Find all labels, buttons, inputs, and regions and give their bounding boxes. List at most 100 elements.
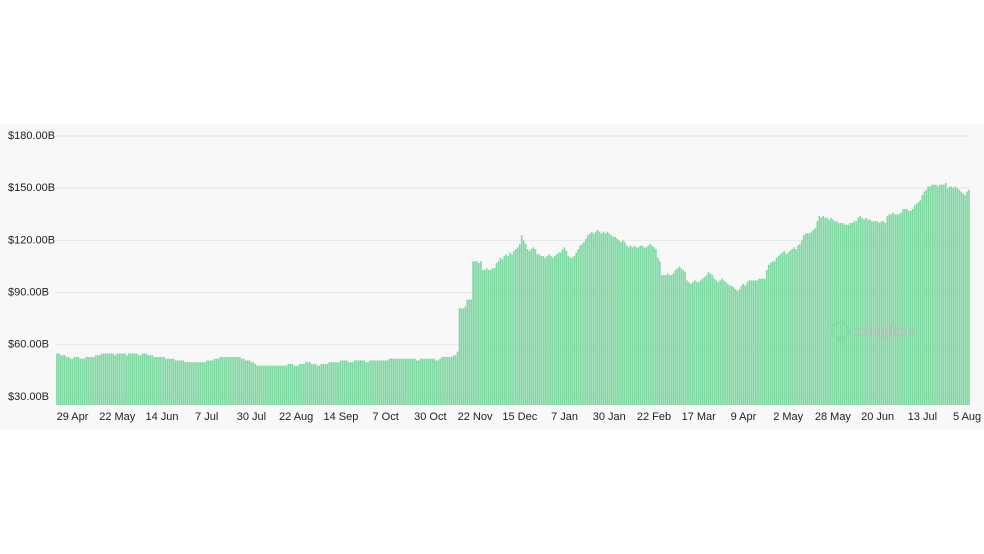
bar bbox=[814, 228, 817, 405]
bar bbox=[246, 360, 249, 405]
bar bbox=[767, 264, 770, 405]
bar bbox=[167, 358, 169, 405]
bar bbox=[390, 358, 393, 405]
bar bbox=[937, 186, 939, 405]
bar bbox=[240, 358, 243, 405]
bar bbox=[744, 285, 747, 405]
bar bbox=[909, 210, 912, 405]
bar bbox=[233, 356, 235, 405]
bar bbox=[923, 191, 926, 405]
bar bbox=[507, 256, 509, 405]
bar bbox=[931, 184, 933, 405]
bar bbox=[785, 254, 788, 405]
bar bbox=[229, 356, 231, 405]
bar bbox=[371, 360, 373, 405]
bar bbox=[624, 242, 626, 405]
bar bbox=[456, 351, 459, 405]
bar bbox=[474, 261, 476, 405]
bar bbox=[655, 249, 657, 405]
bar bbox=[890, 214, 893, 405]
bar bbox=[542, 256, 544, 405]
bar bbox=[746, 282, 749, 405]
x-tick-label: 28 May bbox=[815, 411, 852, 423]
bar bbox=[625, 245, 628, 405]
bar bbox=[202, 362, 204, 405]
bar bbox=[367, 362, 369, 405]
bar bbox=[680, 268, 683, 405]
bar bbox=[660, 275, 663, 405]
bar bbox=[139, 355, 142, 405]
x-tick-label: 22 Nov bbox=[458, 411, 493, 423]
bar bbox=[279, 365, 282, 405]
bar bbox=[108, 353, 111, 405]
bar bbox=[466, 299, 469, 405]
bar bbox=[100, 353, 103, 405]
bar bbox=[902, 209, 904, 405]
bar bbox=[606, 231, 609, 405]
bar bbox=[209, 360, 212, 405]
bar bbox=[351, 362, 354, 405]
bar bbox=[159, 356, 161, 405]
bar bbox=[793, 247, 795, 405]
bar bbox=[692, 282, 694, 405]
bar bbox=[695, 282, 698, 405]
bar bbox=[281, 365, 284, 405]
bar bbox=[635, 247, 638, 405]
bar bbox=[190, 362, 192, 405]
bar bbox=[834, 221, 836, 405]
bar bbox=[524, 243, 527, 405]
bar bbox=[594, 231, 597, 405]
bar bbox=[258, 365, 261, 405]
bar bbox=[433, 358, 436, 405]
bar bbox=[569, 257, 572, 405]
bar bbox=[215, 358, 218, 405]
bar bbox=[491, 268, 494, 405]
bar bbox=[291, 363, 294, 405]
bar bbox=[297, 365, 299, 405]
bar bbox=[431, 358, 434, 405]
bar bbox=[235, 356, 237, 405]
bar bbox=[800, 240, 803, 405]
bar bbox=[464, 306, 467, 405]
bar bbox=[87, 356, 89, 405]
bar bbox=[472, 261, 474, 405]
bar bbox=[316, 365, 319, 405]
watermark: coinglass bbox=[853, 323, 916, 340]
bar bbox=[764, 278, 766, 405]
bar bbox=[546, 256, 548, 405]
bar bbox=[130, 353, 132, 405]
bar bbox=[826, 217, 828, 405]
bar bbox=[174, 360, 177, 405]
bar bbox=[627, 247, 630, 405]
bar bbox=[184, 362, 187, 405]
bar bbox=[777, 256, 780, 405]
bar bbox=[380, 360, 383, 405]
bar bbox=[460, 308, 463, 405]
bar bbox=[419, 358, 422, 405]
bar bbox=[750, 280, 753, 405]
bar bbox=[133, 353, 136, 405]
bar bbox=[688, 282, 690, 405]
x-tick-label: 30 Jul bbox=[237, 411, 266, 423]
bar bbox=[493, 268, 496, 405]
bar bbox=[732, 287, 735, 405]
bar bbox=[445, 356, 447, 405]
bar bbox=[929, 186, 931, 405]
bar bbox=[799, 243, 801, 405]
bar bbox=[338, 362, 340, 405]
bar bbox=[513, 250, 515, 405]
bar bbox=[590, 231, 593, 405]
bar bbox=[392, 358, 395, 405]
bar bbox=[555, 254, 558, 405]
y-tick-label: $120.00B bbox=[8, 234, 55, 246]
bar bbox=[520, 235, 523, 405]
bar bbox=[822, 216, 824, 405]
bar bbox=[816, 221, 819, 405]
bar bbox=[588, 233, 591, 405]
bar bbox=[147, 355, 150, 405]
bar bbox=[855, 221, 858, 405]
bar bbox=[557, 252, 560, 405]
bar bbox=[810, 231, 813, 405]
bar bbox=[872, 221, 875, 405]
bar bbox=[581, 243, 583, 405]
